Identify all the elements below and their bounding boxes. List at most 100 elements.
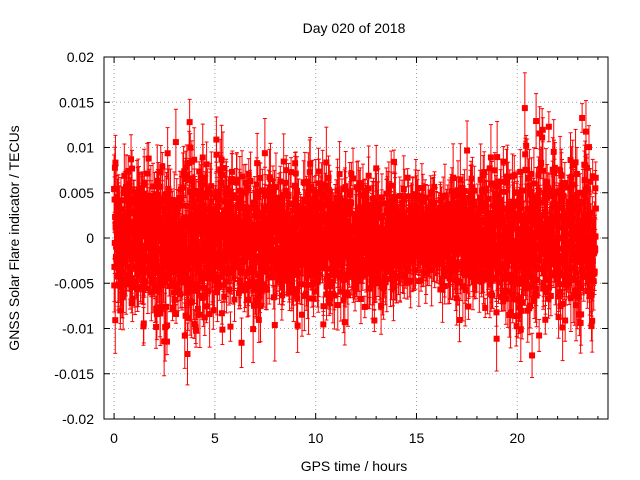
- marker-square: [261, 150, 268, 157]
- marker-square: [141, 179, 148, 186]
- marker-square: [238, 339, 245, 346]
- marker-square: [178, 225, 185, 232]
- marker-square: [181, 332, 188, 339]
- marker-square: [130, 239, 137, 246]
- marker-square: [163, 191, 170, 198]
- data-point: [112, 286, 119, 354]
- marker-square: [149, 247, 156, 254]
- marker-square: [144, 170, 151, 177]
- marker-square: [162, 303, 169, 310]
- marker-square: [173, 209, 180, 216]
- marker-square: [232, 194, 239, 201]
- marker-square: [181, 268, 188, 275]
- marker-square: [162, 205, 169, 212]
- marker-square: [123, 184, 130, 191]
- marker-square: [156, 216, 163, 223]
- data-point: [164, 308, 171, 343]
- marker-square: [247, 177, 254, 184]
- data-point: [186, 98, 193, 146]
- marker-square: [148, 289, 155, 296]
- marker-square: [124, 278, 131, 285]
- marker-square: [111, 185, 118, 192]
- marker-square: [157, 310, 164, 317]
- marker-square: [186, 188, 193, 195]
- marker-square: [203, 161, 210, 168]
- chart-title: Day 020 of 2018: [303, 20, 406, 36]
- marker-square: [145, 155, 152, 162]
- marker-square: [225, 286, 232, 293]
- marker-square: [155, 198, 162, 205]
- marker-square: [154, 177, 161, 184]
- data-point: [140, 303, 147, 344]
- marker-square: [162, 279, 169, 286]
- marker-square: [184, 314, 191, 321]
- marker-square: [141, 278, 148, 285]
- marker-square: [182, 164, 189, 171]
- marker-square: [138, 256, 145, 263]
- marker-square: [184, 202, 191, 209]
- marker-square: [140, 203, 147, 210]
- marker-square: [270, 294, 277, 301]
- marker-square: [174, 281, 181, 288]
- marker-square: [271, 322, 278, 329]
- marker-square: [133, 217, 140, 224]
- marker-square: [120, 289, 127, 296]
- marker-square: [152, 284, 159, 291]
- marker-square: [183, 222, 190, 229]
- marker-square: [134, 231, 141, 238]
- marker-square: [142, 210, 149, 217]
- y-axis-label: GNSS Solar Flare indicator / TECUs: [6, 125, 22, 350]
- marker-square: [156, 265, 163, 272]
- marker-square: [231, 296, 238, 303]
- marker-square: [203, 303, 210, 310]
- marker-square: [125, 167, 132, 174]
- marker-square: [179, 261, 186, 268]
- marker-square: [163, 264, 170, 271]
- marker-square: [167, 224, 174, 231]
- marker-square: [127, 270, 134, 277]
- marker-square: [123, 192, 130, 199]
- marker-square: [218, 156, 225, 163]
- marker-square: [166, 275, 173, 282]
- marker-square: [183, 250, 190, 257]
- marker-square: [153, 323, 160, 330]
- data-point: [238, 317, 245, 369]
- marker-square: [146, 200, 153, 207]
- marker-square: [164, 322, 171, 329]
- marker-square: [112, 317, 119, 324]
- marker-square: [149, 218, 156, 225]
- marker-square: [133, 266, 140, 273]
- marker-square: [125, 218, 132, 225]
- marker-square: [125, 210, 132, 217]
- marker-square: [179, 184, 186, 191]
- marker-square: [179, 274, 186, 281]
- marker-square: [210, 307, 217, 314]
- marker-square: [150, 279, 157, 286]
- data-point: [164, 127, 171, 180]
- marker-square: [191, 156, 198, 163]
- marker-square: [172, 262, 179, 269]
- marker-square: [111, 164, 118, 171]
- marker-square: [129, 165, 136, 172]
- marker-square: [154, 287, 161, 294]
- data-point: [210, 291, 217, 330]
- marker-square: [169, 305, 176, 312]
- marker-square: [183, 171, 190, 178]
- data-point: [219, 314, 226, 345]
- marker-square: [135, 238, 142, 245]
- marker-square: [112, 213, 119, 220]
- marker-square: [119, 227, 126, 234]
- marker-square: [171, 289, 178, 296]
- marker-square: [207, 189, 214, 196]
- marker-square: [227, 323, 234, 330]
- marker-square: [140, 320, 147, 327]
- x-axis-label: GPS time / hours: [301, 458, 408, 474]
- marker-square: [112, 220, 119, 227]
- marker-square: [113, 241, 120, 248]
- marker-square: [164, 150, 171, 157]
- data-point: [172, 108, 179, 176]
- marker-square: [127, 230, 134, 237]
- marker-square: [153, 311, 160, 318]
- data-series: [111, 72, 599, 386]
